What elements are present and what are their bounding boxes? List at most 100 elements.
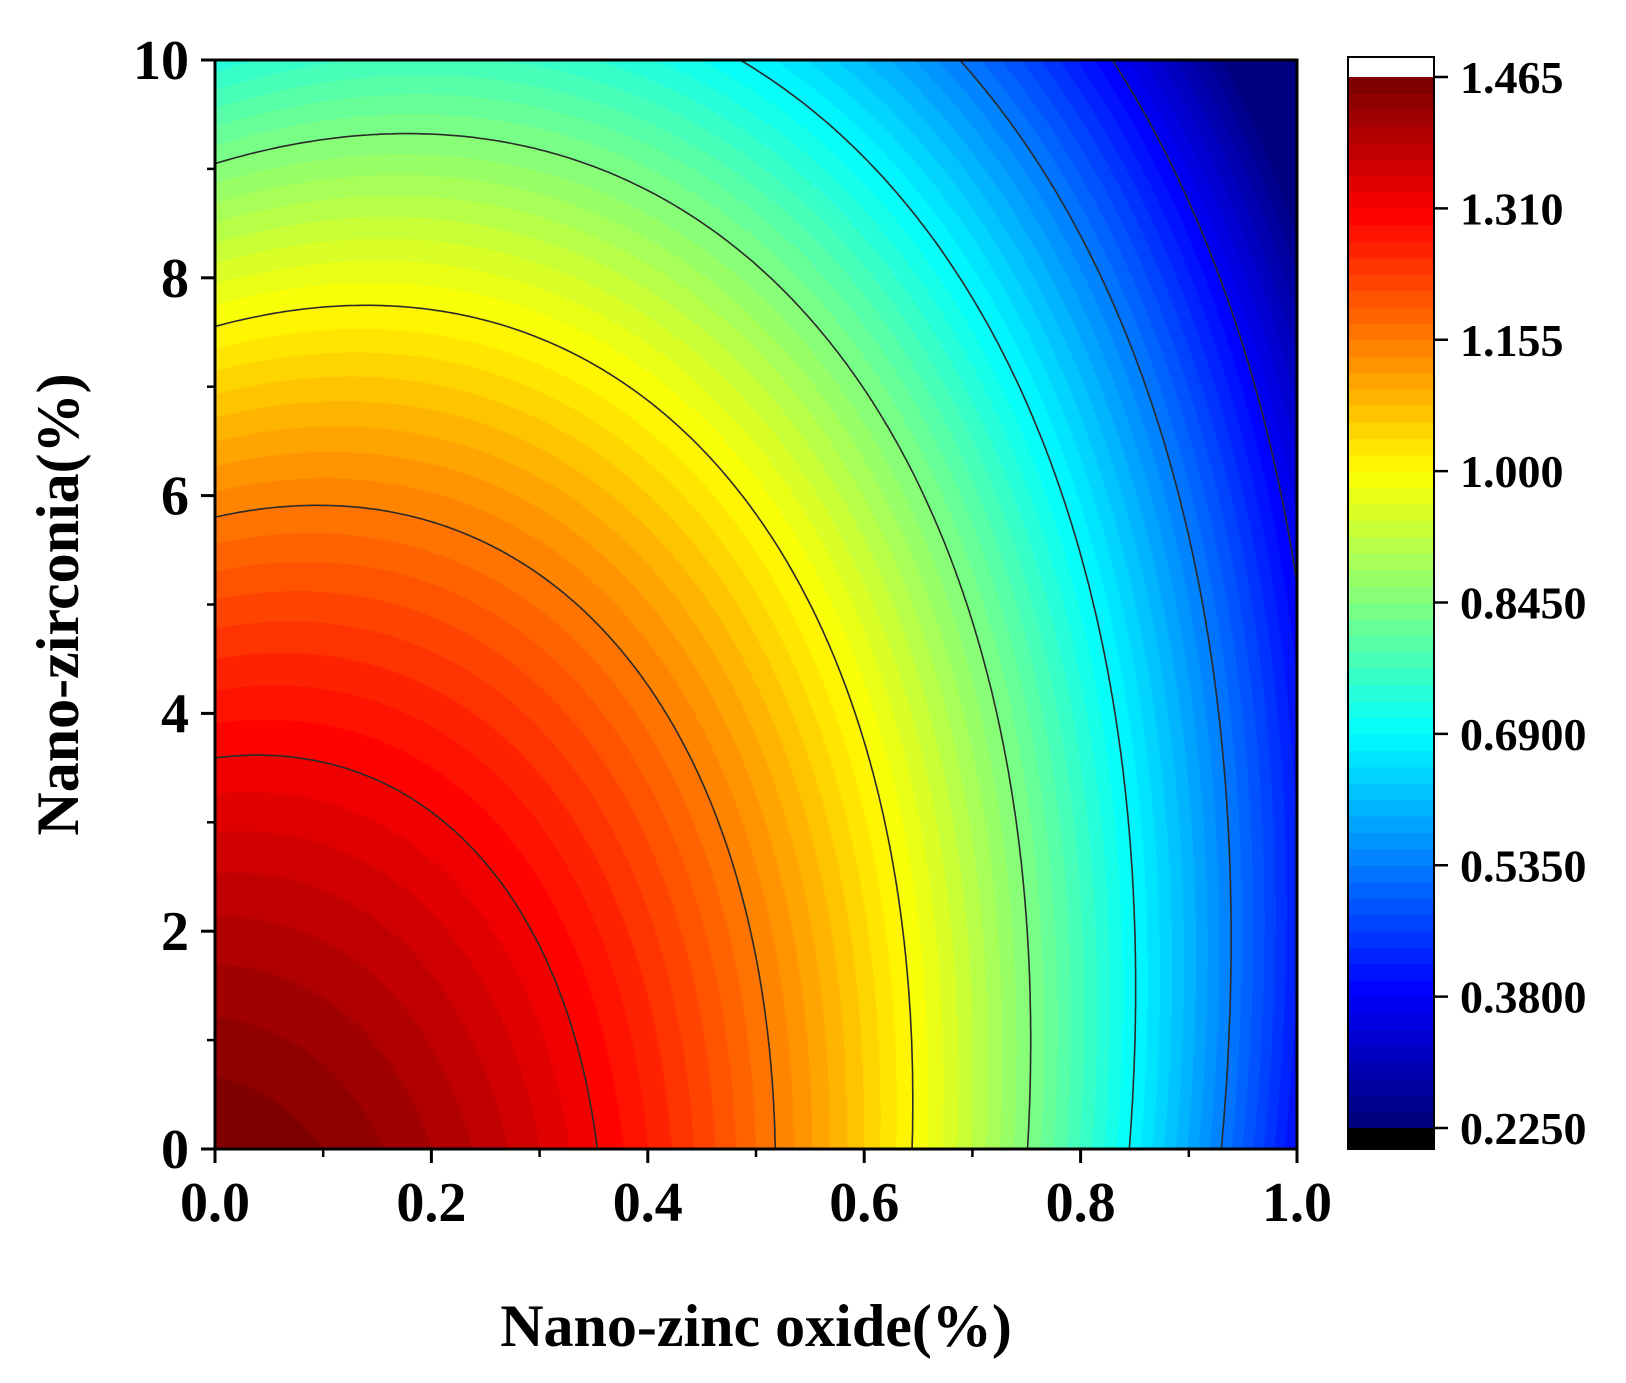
- contour-line-3: [214, 132, 1032, 1150]
- colorbar-segment: [1348, 208, 1434, 226]
- x-axis: 0.0 0.2 0.4 0.6 0.8 1.0: [180, 1149, 1332, 1234]
- contour-line-4: [214, 304, 914, 1150]
- colorbar: [1347, 56, 1435, 1150]
- colorbar-segment: [1348, 372, 1434, 390]
- colorbar-segment: [1348, 1013, 1434, 1031]
- colorbar-segment: [1348, 848, 1434, 866]
- colorbar-segment: [1348, 306, 1434, 324]
- colorbar-segment: [1348, 881, 1434, 899]
- colorbar-segment: [1348, 783, 1434, 801]
- colorbar-segment: [1348, 454, 1434, 472]
- colorbar-segment: [1348, 142, 1434, 160]
- colorbar-segment: [1348, 536, 1434, 554]
- colorbar-segment: [1348, 421, 1434, 439]
- x-tick-label: 1.0: [1262, 1172, 1332, 1234]
- contour-lines: [214, 59, 1298, 1150]
- colorbar-segment: [1348, 109, 1434, 127]
- x-tick-label: 0.8: [1046, 1172, 1116, 1234]
- colorbar-segment: [1348, 750, 1434, 768]
- colorbar-tick-label: 0.2250: [1460, 1103, 1587, 1154]
- colorbar-tick-label: 0.5350: [1460, 840, 1587, 891]
- colorbar-segment: [1348, 832, 1434, 850]
- colorbar-segment: [1348, 766, 1434, 784]
- colorbar-segment: [1348, 668, 1434, 686]
- colorbar-segment: [1348, 898, 1434, 916]
- y-tick-label: 0: [161, 1119, 189, 1181]
- colorbar-segment: [1348, 438, 1434, 456]
- colorbar-segment: [1348, 815, 1434, 834]
- colorbar-segment: [1348, 586, 1434, 604]
- colorbar-segment: [1348, 487, 1434, 505]
- y-axis-title: Nano-zirconia(%): [25, 373, 91, 835]
- contour-line-1: [959, 59, 1232, 1150]
- colorbar-segment: [1348, 520, 1434, 538]
- y-tick-label: 2: [161, 901, 189, 963]
- plot-area: [215, 60, 1297, 1149]
- contour-line-2: [739, 59, 1137, 1150]
- colorbar-segment: [1348, 191, 1434, 209]
- contour-fill: [215, 60, 1297, 1149]
- colorbar-segment: [1348, 553, 1434, 571]
- x-tick-label: 0.2: [396, 1172, 466, 1234]
- colorbar-segment: [1348, 356, 1434, 374]
- colorbar-segment: [1348, 651, 1434, 669]
- contour-line-6: [214, 754, 599, 1150]
- colorbar-segment: [1348, 930, 1434, 948]
- colorbar-tick-label: 1.000: [1460, 446, 1564, 497]
- colorbar-segment: [1348, 996, 1434, 1014]
- colorbar-segment: [1348, 503, 1434, 521]
- x-tick-label: 0.6: [829, 1172, 899, 1234]
- colorbar-segment: [1348, 471, 1434, 489]
- colorbar-segment: [1348, 980, 1434, 998]
- colorbar-segment: [1348, 635, 1434, 653]
- colorbar-segment: [1348, 1045, 1434, 1063]
- colorbar-segment: [1348, 290, 1434, 308]
- colorbar-segment: [1348, 569, 1434, 587]
- colorbar-segment: [1348, 1078, 1434, 1096]
- colorbar-tick-label: 1.155: [1460, 315, 1564, 366]
- colorbar-segment: [1348, 323, 1434, 341]
- colorbar-under-swatch: [1348, 1128, 1434, 1149]
- y-tick-label: 4: [161, 683, 189, 745]
- colorbar-segment: [1348, 224, 1434, 242]
- colorbar-segment: [1348, 799, 1434, 817]
- colorbar-segment: [1348, 77, 1434, 95]
- colorbar-tick-label: 0.3800: [1460, 972, 1587, 1023]
- y-tick-label: 10: [133, 30, 189, 92]
- colorbar-segment: [1348, 963, 1434, 981]
- colorbar-segment: [1348, 602, 1434, 620]
- colorbar-ticks: 1.465 1.310 1.155 1.000 0.8450 0.6900 0.5350 0.…: [1434, 52, 1587, 1154]
- colorbar-tick-label: 1.465: [1460, 52, 1564, 103]
- y-axis: 0 2 4 6 8 10: [133, 30, 215, 1181]
- colorbar-segment: [1348, 1062, 1434, 1080]
- colorbar-tick-label: 1.310: [1460, 183, 1564, 234]
- y-tick-label: 6: [161, 466, 189, 528]
- colorbar-segment: [1348, 684, 1434, 702]
- colorbar-segment: [1348, 914, 1434, 932]
- colorbar-segment: [1348, 618, 1434, 636]
- colorbar-segment: [1348, 389, 1434, 407]
- colorbar-segment: [1348, 717, 1434, 735]
- x-axis-title: Nano-zinc oxide(%): [500, 1293, 1012, 1359]
- colorbar-over-swatch: [1348, 57, 1434, 77]
- colorbar-segment: [1348, 274, 1434, 292]
- x-tick-label: 0.4: [613, 1172, 683, 1234]
- y-tick-label: 8: [161, 248, 189, 310]
- colorbar-segment: [1348, 1029, 1434, 1047]
- colorbar-segment: [1348, 947, 1434, 965]
- colorbar-segment: [1348, 733, 1434, 751]
- colorbar-segment: [1348, 339, 1434, 357]
- colorbar-segment: [1348, 865, 1434, 883]
- colorbar-segment: [1348, 93, 1434, 111]
- x-tick-label: 0.0: [180, 1172, 250, 1234]
- colorbar-segment: [1348, 701, 1434, 719]
- colorbar-segment: [1348, 126, 1434, 144]
- colorbar-segment: [1348, 159, 1434, 177]
- colorbar-segment: [1348, 257, 1434, 275]
- colorbar-segment: [1348, 175, 1434, 193]
- colorbar-segment: [1348, 405, 1434, 423]
- colorbar-segment: [1348, 241, 1434, 259]
- colorbar-tick-label: 0.6900: [1460, 709, 1587, 760]
- colorbar-segment: [1348, 1095, 1434, 1113]
